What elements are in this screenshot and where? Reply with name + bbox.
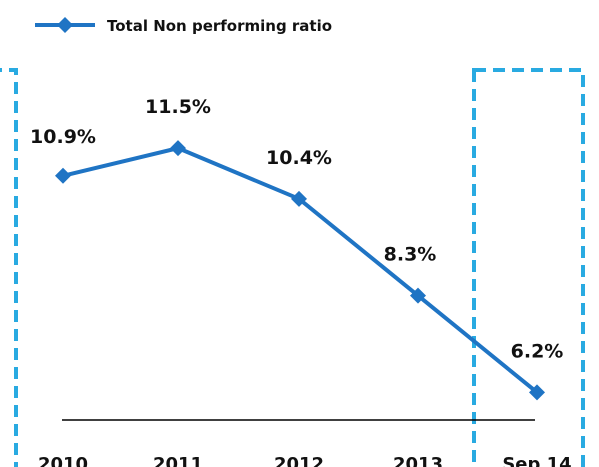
highlight-box xyxy=(472,68,585,467)
highlight-box xyxy=(0,68,18,467)
legend-marker xyxy=(57,17,73,33)
data-point xyxy=(170,140,186,157)
legend-label: Total Non performing ratio xyxy=(107,17,332,35)
x-tick-label: 2013 xyxy=(393,454,443,467)
data-label: 6.2% xyxy=(511,340,564,362)
data-label: 10.9% xyxy=(30,126,96,148)
x-tick-label: 2012 xyxy=(274,454,324,467)
data-label: 11.5% xyxy=(145,96,211,118)
data-point xyxy=(291,190,307,207)
data-label: 8.3% xyxy=(384,244,437,266)
data-label: 10.4% xyxy=(266,147,332,169)
x-tick-label: 2011 xyxy=(153,454,203,467)
data-point xyxy=(55,167,71,184)
x-tick-label: Sep 14 xyxy=(502,454,571,467)
data-point xyxy=(410,287,426,304)
data-line xyxy=(62,146,539,394)
x-tick-label: 2010 xyxy=(38,454,88,467)
data-point xyxy=(529,384,545,401)
